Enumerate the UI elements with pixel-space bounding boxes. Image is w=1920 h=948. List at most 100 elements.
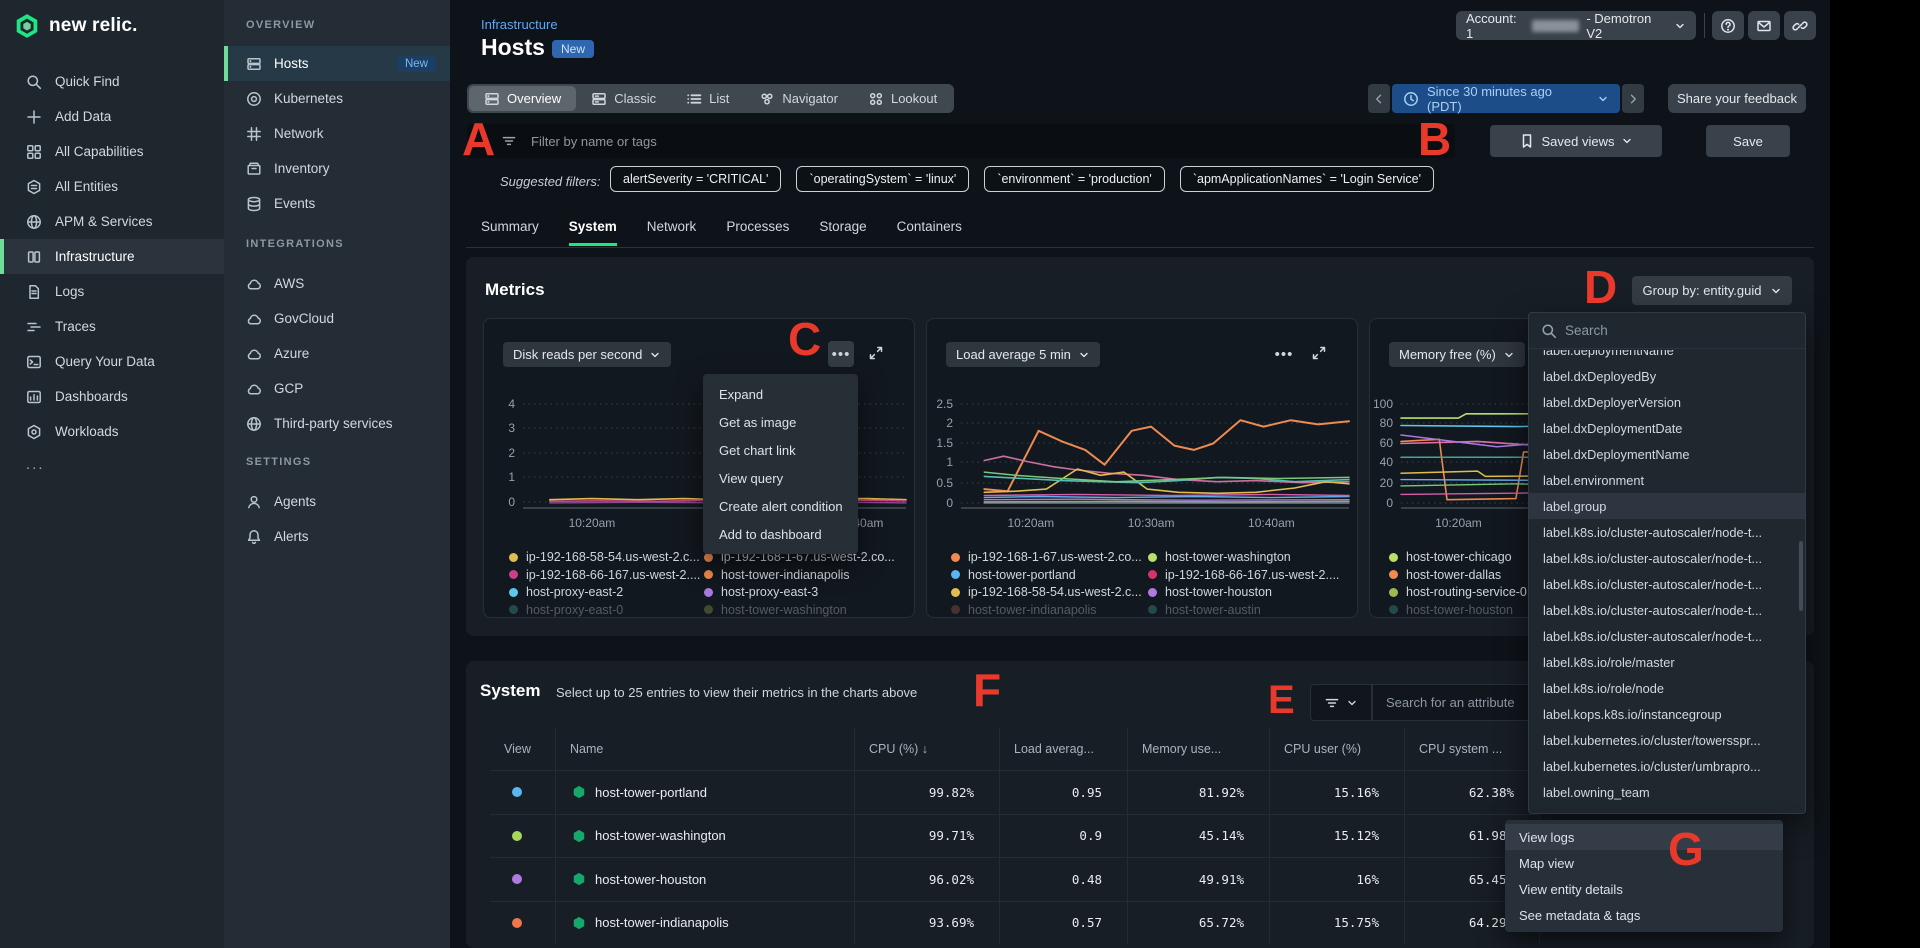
view-tab-classic[interactable]: Classic: [576, 86, 671, 111]
legend-item[interactable]: host-tower-chicago: [1389, 550, 1512, 564]
sidebar-item-query-your-data[interactable]: Query Your Data: [0, 344, 224, 379]
dropdown-item[interactable]: label.k8s.io/role/master: [1543, 654, 1675, 670]
nav-more-button[interactable]: ...: [26, 456, 45, 473]
menu-item-view-logs[interactable]: View logs: [1505, 824, 1783, 850]
series-color-dot[interactable]: [512, 830, 522, 841]
column-header-cpu[interactable]: CPU (%) ↓: [855, 728, 1000, 770]
legend-item[interactable]: ip-192-168-1-67.us-west-2.co...: [951, 550, 1142, 564]
chart-title-dropdown[interactable]: Memory free (%): [1389, 342, 1525, 367]
suggested-filter-chip[interactable]: `environment` = 'production': [984, 166, 1165, 192]
legend-item[interactable]: ip-192-168-66-167.us-west-2....: [1148, 568, 1339, 582]
dropdown-search[interactable]: [1529, 313, 1805, 349]
host-name[interactable]: host-tower-portland: [595, 784, 707, 800]
dropdown-item[interactable]: label.k8s.io/role/node: [1543, 680, 1664, 696]
tab-processes[interactable]: Processes: [726, 219, 790, 234]
view-tab-lookout[interactable]: Lookout: [853, 86, 952, 111]
tab-network[interactable]: Network: [646, 219, 697, 234]
sidebar-item-all-capabilities[interactable]: All Capabilities: [0, 134, 224, 169]
menu-item-create-alert-condition[interactable]: Create alert condition: [719, 498, 843, 514]
series-color-dot[interactable]: [512, 787, 522, 798]
saved-views-button[interactable]: Saved views: [1490, 125, 1662, 157]
legend-item[interactable]: ip-192-168-58-54.us-west-2.c...: [509, 550, 700, 564]
sidebar-item-dashboards[interactable]: Dashboards: [0, 379, 224, 414]
chart-options-button[interactable]: •••: [828, 341, 854, 367]
view-tab-list[interactable]: List: [671, 86, 744, 111]
suggested-filter-chip[interactable]: `apmApplicationNames` = 'Login Service': [1179, 166, 1434, 192]
sidebar-item-agents[interactable]: Agents: [224, 484, 450, 519]
dropdown-item[interactable]: label.kops.k8s.io/instancegroup: [1543, 706, 1722, 722]
sidebar-item-aws[interactable]: AWS: [224, 266, 450, 301]
chart-expand-icon[interactable]: [1311, 345, 1327, 366]
suggested-filter-chip[interactable]: alertSeverity = 'CRITICAL': [610, 166, 782, 192]
dropdown-item[interactable]: label.k8s.io/cluster-autoscaler/node-t..…: [1543, 550, 1763, 566]
menu-item-expand[interactable]: Expand: [719, 386, 764, 402]
menu-item-map-view[interactable]: Map view: [1519, 855, 1574, 871]
account-switcher[interactable]: Account: 1 - Demotron V2: [1456, 11, 1696, 41]
dropdown-item[interactable]: label.dxDeployedBy: [1543, 368, 1657, 384]
table-row[interactable]: host-tower-houston 96.02% 0.48 49.91% 16% 65.…: [490, 857, 1540, 901]
new-relic-logo[interactable]: new relic.: [14, 13, 138, 39]
chart-title-dropdown[interactable]: Load average 5 min: [946, 342, 1100, 367]
sidebar-item-network[interactable]: Network: [224, 116, 450, 151]
dropdown-item[interactable]: label.k8s.io/cluster-autoscaler/node-t..…: [1543, 602, 1763, 618]
dropdown-item[interactable]: label.k8s.io/cluster-autoscaler/node-t..…: [1543, 524, 1763, 540]
menu-item-see-metadata-tags[interactable]: See metadata & tags: [1519, 907, 1641, 923]
tab-containers[interactable]: Containers: [896, 219, 962, 234]
table-row[interactable]: host-tower-portland 99.82% 0.95 81.92% 15.16…: [490, 770, 1540, 814]
column-header-memory-use[interactable]: Memory use...: [1128, 728, 1270, 770]
dropdown-item[interactable]: label.dxDeployerVersion: [1543, 394, 1682, 410]
sidebar-item-add-data[interactable]: Add Data: [0, 99, 224, 134]
dropdown-item[interactable]: label.k8s.io/cluster-autoscaler/node-t..…: [1543, 576, 1763, 592]
menu-item-get-chart-link[interactable]: Get chart link: [719, 442, 796, 458]
sidebar-item-traces[interactable]: Traces: [0, 309, 224, 344]
dropdown-item[interactable]: label.dxDeploymentName: [1543, 446, 1690, 462]
column-header-load-averag[interactable]: Load averag...: [1000, 728, 1128, 770]
dropdown-item[interactable]: label.k8s.io/cluster-autoscaler/node-t..…: [1543, 628, 1763, 644]
legend-item[interactable]: host-proxy-east-2: [509, 585, 623, 599]
share-link-button[interactable]: [1784, 11, 1816, 40]
dropdown-item[interactable]: label.kubernetes.io/cluster/umbrapro...: [1543, 758, 1761, 774]
host-name[interactable]: host-tower-washington: [595, 828, 726, 844]
series-color-dot[interactable]: [512, 917, 522, 928]
legend-item[interactable]: ip-192-168-58-54.us-west-2.c...: [951, 585, 1142, 599]
host-name[interactable]: host-tower-houston: [595, 871, 707, 887]
time-back-button[interactable]: [1368, 84, 1390, 113]
series-color-dot[interactable]: [512, 874, 522, 885]
suggested-filter-chip[interactable]: `operatingSystem` = 'linux': [796, 166, 970, 192]
time-forward-button[interactable]: [1622, 84, 1644, 113]
tab-storage[interactable]: Storage: [819, 219, 867, 234]
sidebar-item-all-entities[interactable]: All Entities: [0, 169, 224, 204]
legend-item[interactable]: host-tower-indianapolis: [704, 568, 850, 582]
save-view-button[interactable]: Save: [1706, 125, 1790, 157]
filter-input[interactable]: [531, 133, 1411, 149]
view-tab-overview[interactable]: Overview: [469, 86, 577, 111]
table-row[interactable]: host-tower-indianapolis 93.69% 0.57 65.72% 1…: [490, 900, 1540, 944]
menu-item-view-entity-details[interactable]: View entity details: [1519, 881, 1623, 897]
legend-item[interactable]: host-tower-washington: [704, 603, 847, 617]
sidebar-item-events[interactable]: Events: [224, 186, 450, 221]
view-tab-navigator[interactable]: Navigator: [744, 86, 853, 111]
sidebar-item-quick-find[interactable]: Quick Find: [0, 64, 224, 99]
column-header-view[interactable]: View: [490, 728, 556, 770]
legend-item[interactable]: host-tower-austin: [1148, 603, 1261, 617]
sidebar-item-workloads[interactable]: Workloads: [0, 414, 224, 449]
column-header-cpu-user[interactable]: CPU user (%): [1270, 728, 1405, 770]
inbox-button[interactable]: [1748, 11, 1780, 40]
table-row[interactable]: host-tower-washington 99.71% 0.9 45.14% 15.1…: [490, 813, 1540, 857]
menu-item-add-to-dashboard[interactable]: Add to dashboard: [719, 526, 822, 542]
group-by-button[interactable]: Group by: entity.guid: [1632, 276, 1792, 305]
time-picker[interactable]: Since 30 minutes ago (PDT): [1392, 84, 1620, 114]
dropdown-item[interactable]: label.kubernetes.io/cluster/towersspr...: [1543, 732, 1761, 748]
legend-item[interactable]: host-tower-washington: [1148, 550, 1291, 564]
sidebar-item-inventory[interactable]: Inventory: [224, 151, 450, 186]
chart-title-dropdown[interactable]: Disk reads per second: [503, 342, 672, 367]
legend-item[interactable]: host-proxy-east-3: [704, 585, 818, 599]
sidebar-item-hosts[interactable]: Hosts New: [224, 46, 450, 81]
sidebar-item-third-party-services[interactable]: Third-party services: [224, 406, 450, 441]
sidebar-item-alerts[interactable]: Alerts: [224, 519, 450, 554]
legend-item[interactable]: host-tower-indianapolis: [951, 603, 1097, 617]
help-button[interactable]: [1712, 11, 1744, 40]
dropdown-item[interactable]: label.deploymentName: [1543, 350, 1674, 358]
legend-item[interactable]: ip-192-168-66-167.us-west-2....: [509, 568, 700, 582]
feedback-button[interactable]: Share your feedback: [1668, 84, 1806, 113]
